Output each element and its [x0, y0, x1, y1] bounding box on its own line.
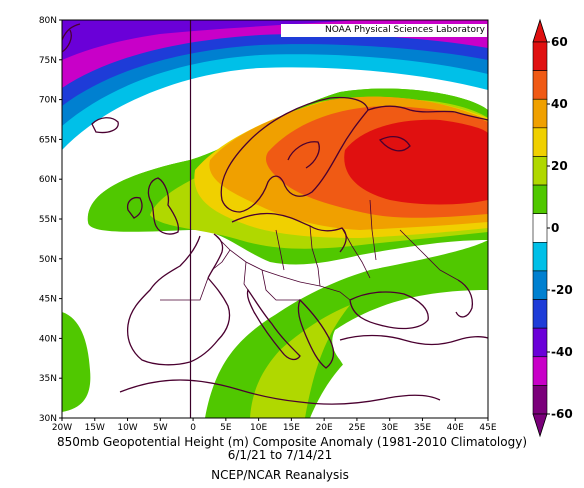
lat-tick-label: 45N: [39, 295, 57, 305]
lat-tick-label: 80N: [39, 16, 57, 26]
colorbar-label: 0: [551, 221, 559, 235]
band-neg40-50: [62, 20, 488, 88]
colorbar-swatch: [532, 184, 548, 214]
colorbar-swatch: [532, 270, 548, 300]
lon-tick-label: 0: [190, 423, 196, 433]
colorbar-swatch: [532, 127, 548, 157]
lon-tick-label: 5E: [220, 423, 232, 433]
colorbar-top-arrow: [532, 18, 548, 43]
colorbar-swatch: [532, 156, 548, 186]
caption-title: 850mb Geopotential Height (m) Composite …: [56, 435, 527, 449]
colorbar-label: -60: [551, 407, 573, 421]
lon-tick-label: 45E: [479, 423, 496, 433]
lat-tick-label: 40N: [39, 334, 57, 344]
caption-source: NCEP/NCAR Reanalysis: [211, 468, 349, 482]
lon-tick-label: 35E: [414, 423, 431, 433]
colorbar-swatch: [532, 385, 548, 415]
lat-tick-label: 65N: [39, 135, 57, 145]
colorbar-label: -20: [551, 283, 573, 297]
longitude-axis: 20W 15W 10W 5W 0 5E 10E 15E 20E 25E 30E 35E 40E 45E: [52, 418, 497, 433]
colorbar-label: 40: [551, 97, 568, 111]
colorbar-swatch: [532, 356, 548, 386]
lon-tick-label: 20E: [316, 423, 333, 433]
lat-tick-label: 35N: [39, 374, 57, 384]
band-neg50-60: [62, 20, 360, 60]
credit-label: NOAA Physical Sciences Laboratory: [281, 24, 487, 37]
lon-tick-label: 15E: [283, 423, 300, 433]
colorbar-swatch: [532, 299, 548, 329]
lon-tick-label: 15W: [85, 423, 105, 433]
lon-tick-label: 25E: [348, 423, 365, 433]
band-south-pos-2: [250, 305, 350, 418]
colorbar-label: 20: [551, 159, 568, 173]
lon-tick-label: 30E: [381, 423, 398, 433]
colorbar-swatch: [532, 70, 548, 100]
colorbar: 60 40 20 0 -20 -40 -60: [532, 18, 573, 438]
colorbar-swatch: [532, 242, 548, 272]
lon-tick-label: 10W: [117, 423, 137, 433]
lon-tick-label: 5W: [153, 423, 168, 433]
anomaly-contour-field: [62, 20, 488, 418]
lat-tick-label: 70N: [39, 96, 57, 106]
colorbar-swatch: [532, 41, 548, 71]
lat-tick-label: 30N: [39, 414, 57, 424]
lat-tick-label: 55N: [39, 215, 57, 225]
lat-tick-label: 50N: [39, 255, 57, 265]
colorbar-swatch: [532, 213, 548, 243]
caption-dates: 6/1/21 to 7/14/21: [227, 448, 333, 462]
colorbar-label: 60: [551, 35, 568, 49]
lon-tick-label: 20W: [52, 423, 72, 433]
lon-tick-label: 40E: [447, 423, 464, 433]
country-borders: [160, 199, 459, 301]
colorbar-swatch: [532, 327, 548, 358]
colorbar-bottom-arrow: [532, 413, 548, 438]
lat-tick-label: 75N: [39, 56, 57, 66]
lon-tick-label: 10E: [250, 423, 267, 433]
lat-tick-label: 60N: [39, 175, 57, 185]
colorbar-swatch: [532, 98, 548, 129]
band-sw-pos: [62, 312, 91, 412]
colorbar-label: -40: [551, 345, 573, 359]
latitude-axis: 80N 75N 70N 65N 60N 55N 50N 45N 40N 35N 30N: [39, 16, 62, 424]
